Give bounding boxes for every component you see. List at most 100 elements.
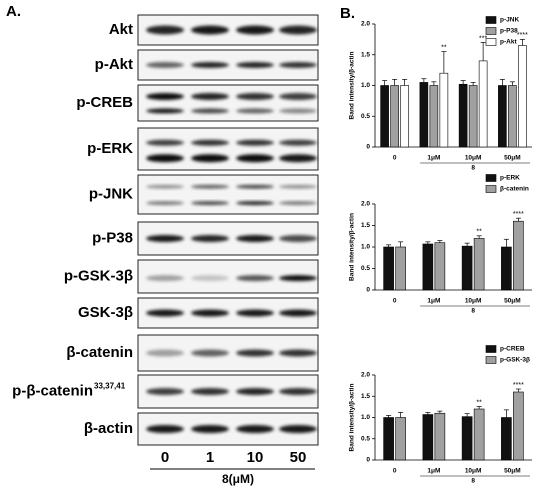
row-label: p-β-catenin xyxy=(12,382,93,399)
y-tick-label: 1.5 xyxy=(361,393,370,400)
blot-band xyxy=(236,93,274,101)
significance: ** xyxy=(476,229,482,236)
y-tick-label: 1.0 xyxy=(361,414,370,421)
blot-band xyxy=(236,309,274,317)
blot-band xyxy=(236,62,274,68)
y-tick-label: 1.5 xyxy=(361,51,370,58)
blot-band xyxy=(146,201,184,206)
y-tick-label: 0.5 xyxy=(361,113,370,120)
x-tick-label: 50μM xyxy=(504,298,521,305)
bar xyxy=(400,85,409,148)
bar xyxy=(434,242,446,291)
x-tick-label: 50μM xyxy=(504,155,521,162)
blot-band xyxy=(236,388,274,395)
blot-band xyxy=(191,275,229,282)
blot-band xyxy=(279,62,317,68)
bar xyxy=(429,85,439,148)
bar xyxy=(498,85,507,148)
legend-label: p-GSK-3β xyxy=(500,357,530,364)
panel-label: A. xyxy=(6,3,21,20)
x-tick-label: 0 xyxy=(393,468,397,475)
y-axis-label: Band intensity/β-actin xyxy=(349,213,356,281)
row-label: p-CREB xyxy=(76,94,133,111)
blot-band xyxy=(236,425,274,433)
blot-band xyxy=(279,154,317,163)
bar xyxy=(468,85,478,148)
x-group-label: 8 xyxy=(471,165,475,172)
blot-band xyxy=(191,62,229,68)
blot-band xyxy=(279,425,317,433)
legend-swatch xyxy=(485,174,497,182)
blot-band xyxy=(146,93,184,101)
blot-band xyxy=(146,25,184,35)
blot-band xyxy=(236,25,274,35)
blot-band xyxy=(279,108,317,114)
y-tick-label: 2.0 xyxy=(361,201,370,208)
x-group-label: 8 xyxy=(471,478,475,485)
legend-label: β-catenin xyxy=(500,186,529,193)
blot-band xyxy=(191,349,229,357)
blot-band xyxy=(236,201,274,206)
blot-band xyxy=(191,108,229,114)
y-tick-label: 0 xyxy=(366,457,370,464)
row-label: β-actin xyxy=(84,420,133,437)
bar xyxy=(434,412,446,461)
y-tick-label: 1.5 xyxy=(361,222,370,229)
blot-band xyxy=(146,388,184,395)
significance: **** xyxy=(513,382,524,389)
blot-band xyxy=(236,275,274,282)
row-label: Akt xyxy=(109,21,133,38)
blot-band xyxy=(146,425,184,433)
blot-band xyxy=(191,184,229,189)
row-label: GSK-3β xyxy=(78,304,133,321)
x-tick-label: 10μM xyxy=(465,298,482,305)
x-tick-label: 10μM xyxy=(465,155,482,162)
legend-swatch xyxy=(485,16,497,24)
x-tick-label: 0 xyxy=(393,155,397,162)
x-tick-label: 1μM xyxy=(427,155,440,162)
blot-band xyxy=(279,139,317,146)
y-tick-label: 0.5 xyxy=(361,435,370,442)
legend-swatch xyxy=(485,185,497,193)
y-tick-label: 2.0 xyxy=(361,21,370,28)
blot-band xyxy=(146,184,184,189)
bar xyxy=(380,85,389,148)
legend-swatch xyxy=(485,356,497,364)
bar xyxy=(422,243,434,291)
blot-frame xyxy=(137,127,319,171)
bar xyxy=(458,83,468,148)
lane-label: 0 xyxy=(161,449,169,466)
lane-label: 50 xyxy=(290,449,307,466)
legend-label: p-JNK xyxy=(500,17,519,24)
blot-band xyxy=(191,425,229,433)
bar xyxy=(513,220,524,291)
bar xyxy=(501,246,512,291)
blot-band xyxy=(279,184,317,189)
row-label: p-JNK xyxy=(89,185,133,202)
blot-band xyxy=(146,154,184,163)
y-tick-label: 0 xyxy=(366,144,370,151)
legend-swatch xyxy=(485,345,497,353)
blot-band xyxy=(146,349,184,357)
legend-label: p-ERK xyxy=(500,175,520,182)
significance: ** xyxy=(441,45,447,52)
blot-band xyxy=(146,139,184,146)
legend-label: p-P38 xyxy=(500,28,518,35)
legend-label: p-Akt xyxy=(500,39,517,46)
x-tick-label: 1μM xyxy=(427,298,440,305)
bar xyxy=(508,85,517,148)
bar xyxy=(419,82,429,148)
row-label: p-Akt xyxy=(95,56,133,73)
bar xyxy=(461,245,473,291)
blot-band xyxy=(279,235,317,242)
blot-band xyxy=(236,154,274,163)
blot-frame xyxy=(137,174,319,215)
blot-band xyxy=(146,309,184,317)
bar xyxy=(383,417,394,461)
blot-band xyxy=(236,184,274,189)
blot-band xyxy=(146,275,184,282)
lane-label: 1 xyxy=(206,449,214,466)
x-tick-label: 1μM xyxy=(427,468,440,475)
y-tick-label: 2.0 xyxy=(361,372,370,379)
